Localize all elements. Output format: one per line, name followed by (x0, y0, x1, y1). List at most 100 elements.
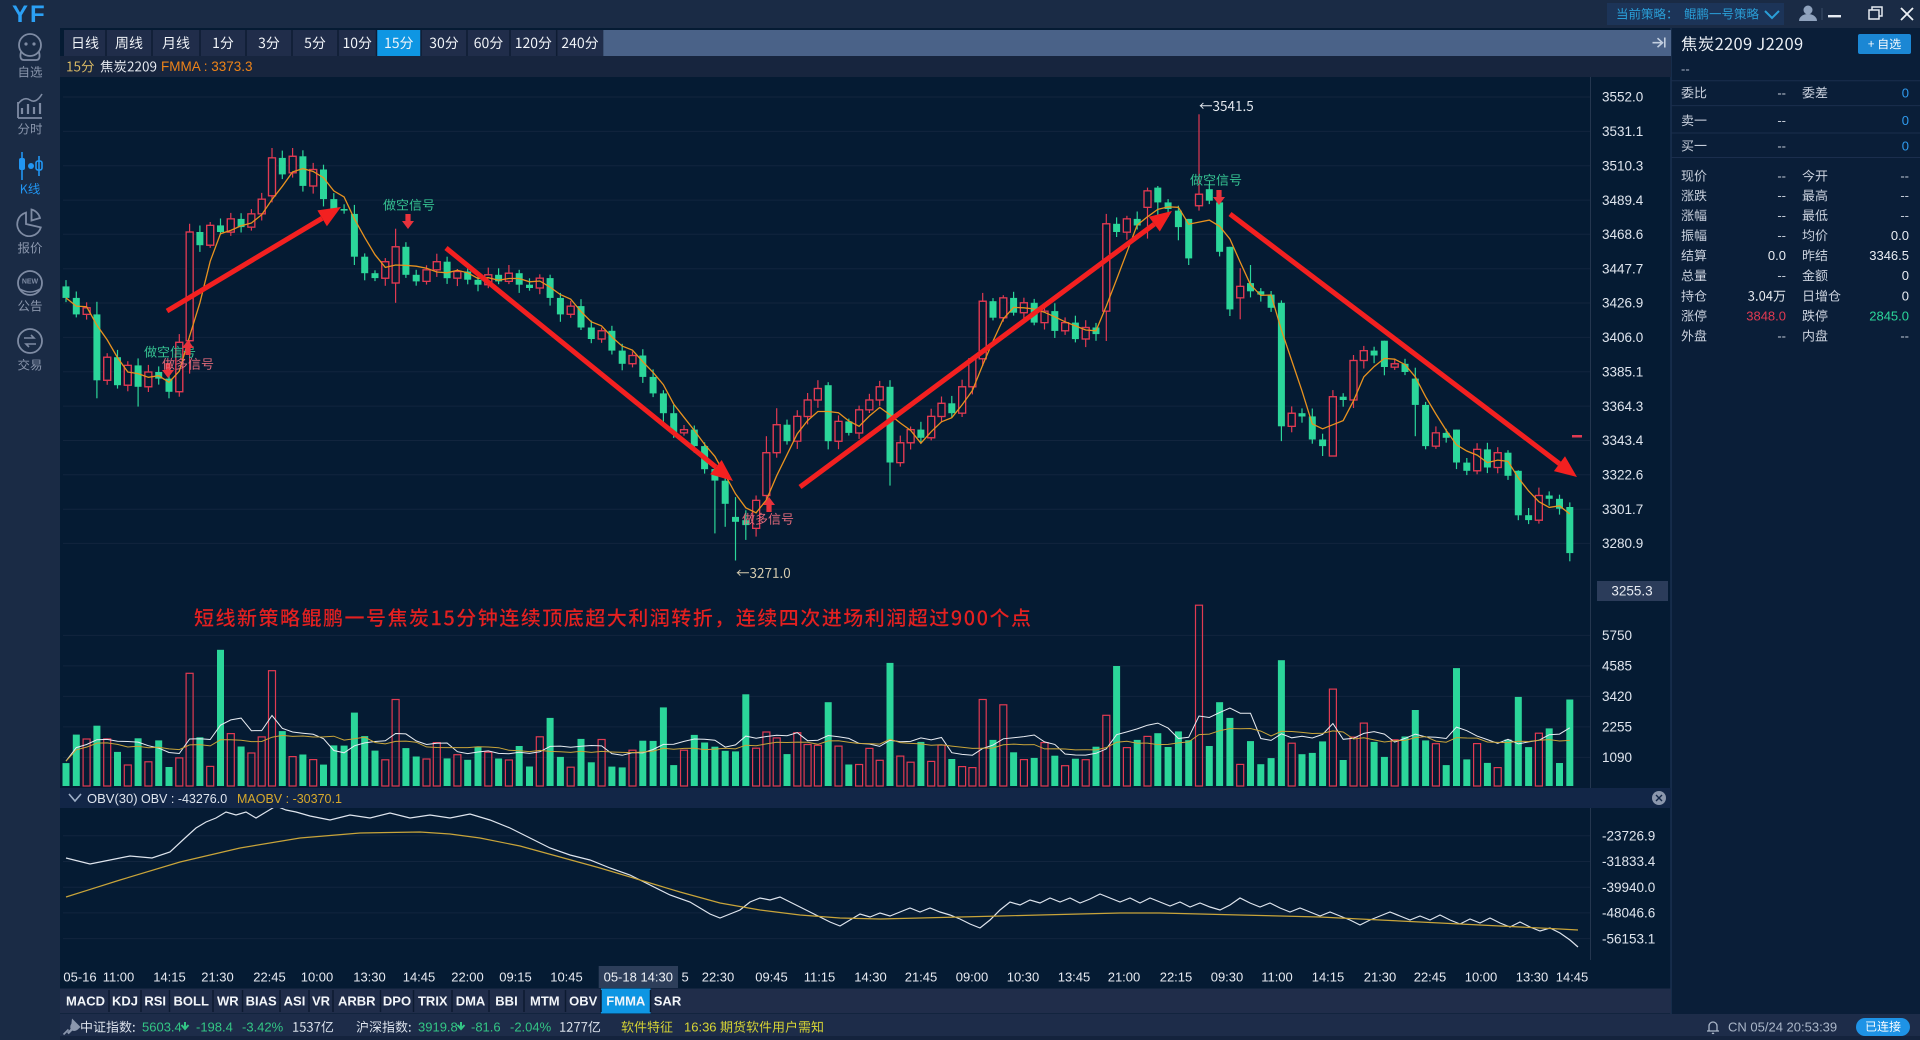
svg-text:14:45: 14:45 (1556, 970, 1589, 985)
svg-text:--: -- (1777, 138, 1786, 153)
svg-text:YF: YF (12, 1, 47, 28)
svg-text:3468.6: 3468.6 (1602, 227, 1643, 242)
svg-text:13:30: 13:30 (353, 970, 386, 985)
svg-text:ARBR: ARBR (338, 994, 376, 1009)
svg-text:BIAS: BIAS (246, 994, 277, 1009)
svg-text:BOLL: BOLL (174, 994, 209, 1009)
svg-text:3426.9: 3426.9 (1602, 296, 1643, 311)
svg-text:09:15: 09:15 (499, 970, 532, 985)
svg-text:2255: 2255 (1602, 720, 1632, 735)
svg-text:--: -- (1777, 188, 1786, 203)
svg-text:OBV: OBV (569, 994, 598, 1009)
svg-text:14:15: 14:15 (1312, 970, 1345, 985)
svg-text:0.0: 0.0 (1891, 228, 1909, 243)
svg-text:11:15: 11:15 (804, 970, 836, 985)
svg-text:0: 0 (1902, 138, 1909, 153)
svg-text:--: -- (1777, 85, 1786, 100)
svg-text:5: 5 (682, 970, 689, 985)
svg-text:14:45: 14:45 (403, 970, 436, 985)
svg-text:-23726.9: -23726.9 (1602, 829, 1655, 844)
svg-text:10:30: 10:30 (1007, 970, 1040, 985)
svg-text:2845.0: 2845.0 (1869, 308, 1909, 323)
svg-text:MACD: MACD (66, 994, 105, 1009)
svg-text:10:45: 10:45 (550, 970, 583, 985)
svg-text:-31833.4: -31833.4 (1602, 854, 1656, 869)
svg-text:BBI: BBI (495, 994, 517, 1009)
svg-text:3406.0: 3406.0 (1602, 330, 1643, 345)
svg-text:0: 0 (1902, 268, 1909, 283)
svg-text:3343.4: 3343.4 (1602, 433, 1644, 448)
svg-text:3322.6: 3322.6 (1602, 468, 1643, 483)
svg-text:3447.7: 3447.7 (1602, 262, 1643, 277)
svg-text:--: -- (1777, 228, 1786, 243)
svg-text:OBV(30): OBV(30) (87, 791, 138, 806)
svg-text:SAR: SAR (654, 994, 682, 1009)
svg-text:3364.3: 3364.3 (1602, 399, 1643, 414)
svg-text:14:30: 14:30 (854, 970, 887, 985)
svg-text:22:15: 22:15 (1160, 970, 1193, 985)
svg-text:14:15: 14:15 (153, 970, 186, 985)
svg-text:3385.1: 3385.1 (1602, 365, 1643, 380)
svg-text:DMA: DMA (456, 994, 486, 1009)
svg-text:-56153.1: -56153.1 (1602, 931, 1655, 946)
svg-text:21:00: 21:00 (1108, 970, 1141, 985)
svg-text:09:00: 09:00 (956, 970, 989, 985)
svg-text:KDJ: KDJ (112, 994, 138, 1009)
svg-text:FMMA: FMMA (606, 994, 646, 1009)
svg-text:3552.0: 3552.0 (1602, 90, 1643, 105)
svg-text:11:00: 11:00 (103, 970, 135, 985)
svg-text:-198.4: -198.4 (196, 1020, 233, 1035)
svg-text:MTM: MTM (530, 994, 560, 1009)
svg-text:--: -- (1900, 328, 1909, 343)
svg-text:09:45: 09:45 (755, 970, 788, 985)
svg-text:05-16: 05-16 (63, 970, 96, 985)
svg-text:09:30: 09:30 (1211, 970, 1244, 985)
svg-text:0: 0 (1902, 113, 1909, 128)
svg-text:4585: 4585 (1602, 659, 1632, 674)
svg-text:--: -- (1900, 208, 1909, 223)
svg-text:FMMA : 3373.3: FMMA : 3373.3 (161, 59, 253, 74)
svg-text:--: -- (1900, 188, 1909, 203)
svg-text:OBV : -43276.0: OBV : -43276.0 (141, 792, 227, 806)
svg-text:22:30: 22:30 (702, 970, 735, 985)
svg-text:10:00: 10:00 (301, 970, 334, 985)
svg-text:WR: WR (217, 994, 239, 1009)
svg-text:--: -- (1777, 169, 1786, 184)
svg-text:22:00: 22:00 (451, 970, 484, 985)
svg-text:1090: 1090 (1602, 750, 1632, 765)
svg-text:--: -- (1777, 268, 1786, 283)
svg-text:--: -- (1777, 328, 1786, 343)
svg-text:CN 05/24 20:53:39: CN 05/24 20:53:39 (1728, 1020, 1837, 1035)
svg-text:3301.7: 3301.7 (1602, 502, 1643, 517)
svg-text:3848.0: 3848.0 (1746, 308, 1786, 323)
svg-text:0: 0 (1902, 289, 1909, 304)
svg-text:MAOBV : -30370.1: MAOBV : -30370.1 (237, 792, 342, 806)
svg-text:DPO: DPO (383, 994, 411, 1009)
svg-text:3346.5: 3346.5 (1869, 248, 1909, 263)
svg-text:0: 0 (1902, 85, 1909, 100)
svg-text:21:45: 21:45 (905, 970, 938, 985)
svg-text:21:30: 21:30 (1364, 970, 1397, 985)
svg-text:10:00: 10:00 (1465, 970, 1498, 985)
svg-text:--: -- (1777, 113, 1786, 128)
svg-text:-3.42%: -3.42% (242, 1020, 284, 1035)
svg-text:-39940.0: -39940.0 (1602, 880, 1655, 895)
svg-text:NEW: NEW (22, 278, 39, 285)
svg-text:3510.3: 3510.3 (1602, 158, 1643, 173)
svg-text:--: -- (1681, 62, 1690, 77)
svg-text:11:00: 11:00 (1261, 970, 1293, 985)
svg-text:--: -- (1777, 208, 1786, 223)
svg-text:VR: VR (312, 994, 331, 1009)
svg-text:-2.04%: -2.04% (510, 1020, 552, 1035)
svg-text:3280.9: 3280.9 (1602, 536, 1643, 551)
svg-text:-48046.6: -48046.6 (1602, 906, 1655, 921)
svg-text:3255.3: 3255.3 (1611, 584, 1652, 599)
svg-text:TRIX: TRIX (418, 994, 448, 1009)
svg-text:RSI: RSI (144, 994, 166, 1009)
svg-text:ASI: ASI (284, 994, 306, 1009)
svg-text:05-18 14:30: 05-18 14:30 (604, 970, 673, 985)
svg-text:--: -- (1900, 169, 1909, 184)
svg-text:22:45: 22:45 (253, 970, 286, 985)
svg-text:3919.8: 3919.8 (418, 1020, 458, 1035)
svg-text:5603.4: 5603.4 (142, 1020, 182, 1035)
